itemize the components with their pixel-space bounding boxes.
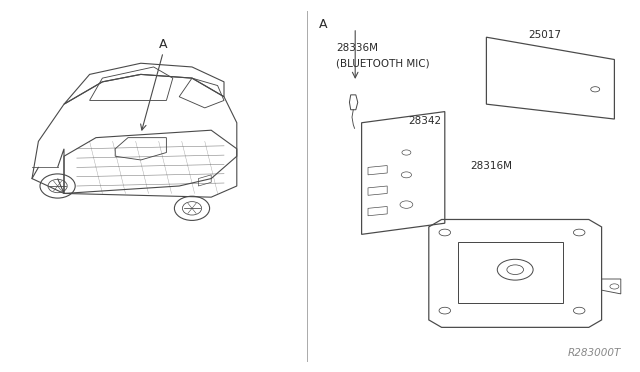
Text: A: A	[319, 18, 328, 31]
Text: R283000T: R283000T	[568, 349, 621, 358]
Text: 28316M: 28316M	[470, 161, 513, 170]
Text: 28342: 28342	[408, 116, 442, 126]
Text: 28336M: 28336M	[336, 44, 378, 53]
Text: (BLUETOOTH MIC): (BLUETOOTH MIC)	[336, 58, 429, 68]
Text: 25017: 25017	[528, 31, 561, 40]
Text: A: A	[159, 38, 168, 51]
